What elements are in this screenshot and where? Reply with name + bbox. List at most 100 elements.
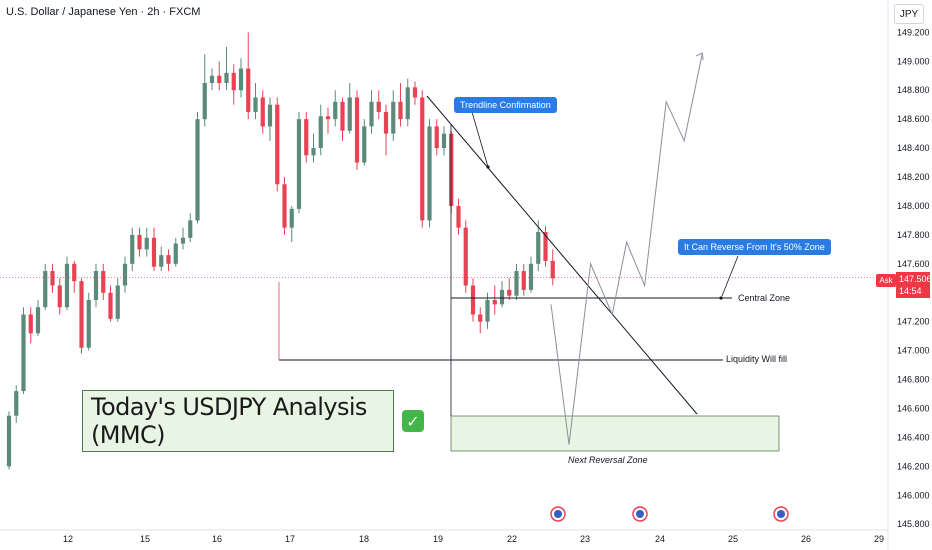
candle-body: [347, 97, 352, 131]
y-tick-label: 146.600: [897, 403, 930, 413]
candle-body: [50, 271, 55, 286]
candle-body: [115, 285, 120, 319]
candle-body: [166, 255, 171, 264]
x-tick-label: 29: [874, 534, 884, 544]
next-reversal-zone: [450, 415, 780, 452]
candle-body: [130, 234, 135, 264]
analysis-lines: [0, 95, 888, 416]
projection-arrow-head: [695, 52, 704, 61]
candle-body: [195, 119, 200, 221]
candle-body: [325, 116, 331, 120]
candle-body: [57, 285, 62, 308]
candle-body: [202, 82, 207, 120]
y-tick-label: 149.000: [897, 56, 930, 66]
candle-body: [209, 75, 215, 83]
candle-body: [304, 119, 309, 156]
candle-body: [550, 260, 555, 279]
x-tick-label: 19: [433, 534, 443, 544]
chart-title: U.S. Dollar / Japanese Yen · 2h · FXCM: [6, 6, 201, 18]
check-icon: ✓: [402, 410, 424, 432]
y-tick-label: 148.600: [897, 114, 930, 124]
analysis-headline: Today's USDJPY Analysis (MMC): [82, 390, 394, 452]
candle-body: [267, 104, 273, 127]
candle-body: [79, 281, 84, 348]
candle-body: [188, 220, 193, 238]
candle-body: [499, 289, 505, 305]
projected-path: [550, 53, 703, 445]
candle-body: [151, 237, 157, 267]
candle-body: [6, 415, 12, 467]
candle-body: [470, 285, 476, 315]
price-axis: 149.200 149.000 148.800 148.600 148.400 148.2…: [887, 0, 930, 550]
candle-body: [362, 126, 367, 163]
candle-body: [260, 97, 265, 127]
candle-body: [456, 205, 461, 228]
candle-body: [514, 271, 519, 296]
candle-body: [412, 87, 418, 98]
candle-body: [521, 271, 526, 290]
y-tick-label: 147.000: [897, 346, 930, 356]
x-tick-label: 17: [285, 534, 295, 544]
candle-body: [420, 97, 425, 221]
trendline-pointer: [471, 111, 489, 168]
central-zone-label: Central Zone: [738, 293, 791, 303]
candle-body: [391, 101, 396, 134]
event-flag-center: [777, 510, 785, 518]
y-tick-label: 146.000: [897, 490, 930, 500]
candle-body: [485, 299, 490, 322]
candle-body: [173, 243, 178, 264]
candle-body: [289, 208, 294, 228]
y-tick-label: 147.800: [897, 230, 930, 240]
x-tick-label: 12: [63, 534, 73, 544]
current-price-badge: 147.506 14:54: [896, 272, 932, 298]
candle-body: [340, 101, 345, 131]
candles-layer: [6, 32, 555, 470]
bar-countdown: 14:54: [899, 286, 922, 296]
headline-text: Today's USDJPY Analysis (MMC): [91, 393, 367, 449]
central-zone-point: [719, 296, 723, 300]
candle-body: [463, 227, 468, 286]
candle-body: [28, 314, 33, 334]
x-tick-label: 23: [580, 534, 590, 544]
y-tick-label: 146.800: [897, 375, 930, 385]
candle-body: [528, 263, 534, 290]
candle-body: [72, 263, 77, 282]
y-tick-label: 147.600: [897, 259, 930, 269]
event-flag-center: [636, 510, 644, 518]
candle-body: [398, 101, 403, 120]
candle-body: [14, 391, 19, 416]
candle-body: [224, 72, 229, 83]
candle-body: [137, 234, 142, 250]
candle-body: [238, 68, 244, 91]
x-tick-label: 25: [728, 534, 738, 544]
y-tick-label: 148.200: [897, 172, 930, 182]
trendline-point: [486, 165, 490, 169]
time-axis: 12 15 16 17 18 19 22 23 24 25 26 29: [0, 529, 888, 544]
candle-body: [405, 87, 410, 120]
candle-body: [492, 299, 497, 305]
current-price: 147.506: [899, 274, 932, 284]
candle-body: [246, 68, 251, 112]
candle-body: [64, 263, 70, 308]
x-tick-label: 16: [212, 534, 222, 544]
candle-body: [217, 75, 222, 83]
candle-body: [441, 133, 447, 149]
candle-body: [282, 184, 287, 228]
candle-body: [101, 271, 106, 293]
currency-box[interactable]: JPY: [894, 4, 924, 24]
y-tick-label: 148.800: [897, 85, 930, 95]
x-tick-label: 15: [140, 534, 150, 544]
candle-body: [318, 116, 323, 149]
candle-body: [231, 72, 236, 91]
y-tick-label: 147.200: [897, 317, 930, 327]
candle-body: [253, 97, 258, 112]
next-reversal-label: Next Reversal Zone: [568, 455, 648, 465]
event-flag-center: [554, 510, 562, 518]
candle-body: [296, 119, 302, 209]
candle-body: [180, 237, 186, 244]
y-tick-label: 148.400: [897, 143, 930, 153]
candle-body: [478, 314, 483, 322]
trendline-callout: Trendline Confirmation: [454, 97, 557, 113]
candle-body: [21, 314, 26, 392]
